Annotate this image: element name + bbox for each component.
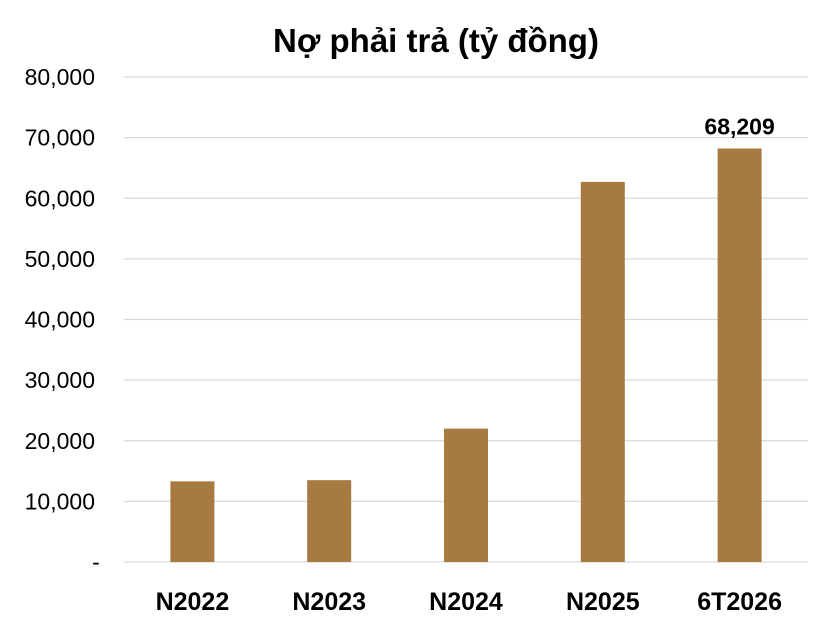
bar-n2022 [170,481,215,562]
y-tick-label: 30,000 [25,367,95,393]
y-tick-label: 40,000 [25,307,95,333]
y-tick-label: 50,000 [25,246,95,272]
y-tick-label: - [92,549,100,575]
x-category-label: N2024 [429,588,503,616]
y-tick-label: 10,000 [25,488,95,514]
y-tick-label: 70,000 [25,125,95,151]
bar-n2023 [307,480,352,562]
y-axis-ticks: - 10,000 20,000 30,000 40,000 50,000 60,000 70,… [25,64,100,575]
bar-6t2026 [717,148,762,562]
data-labels: 68,209 [704,113,774,139]
x-category-label: 6T2026 [697,588,782,616]
y-tick-label: 80,000 [25,64,95,90]
bars [170,148,762,562]
y-tick-label: 20,000 [25,428,95,454]
chart-title: Nợ phải trả (tỷ đồng) [273,22,599,59]
x-category-label: N2025 [566,588,640,616]
x-category-label: N2023 [292,588,366,616]
bar-n2025 [580,181,625,562]
x-axis-categories: N2022 N2023 N2024 N2025 6T2026 [156,588,782,616]
y-tick-label: 60,000 [25,185,95,211]
x-category-label: N2022 [156,588,230,616]
bar-n2024 [444,428,488,562]
data-label: 68,209 [704,113,774,139]
gridlines [124,76,808,563]
